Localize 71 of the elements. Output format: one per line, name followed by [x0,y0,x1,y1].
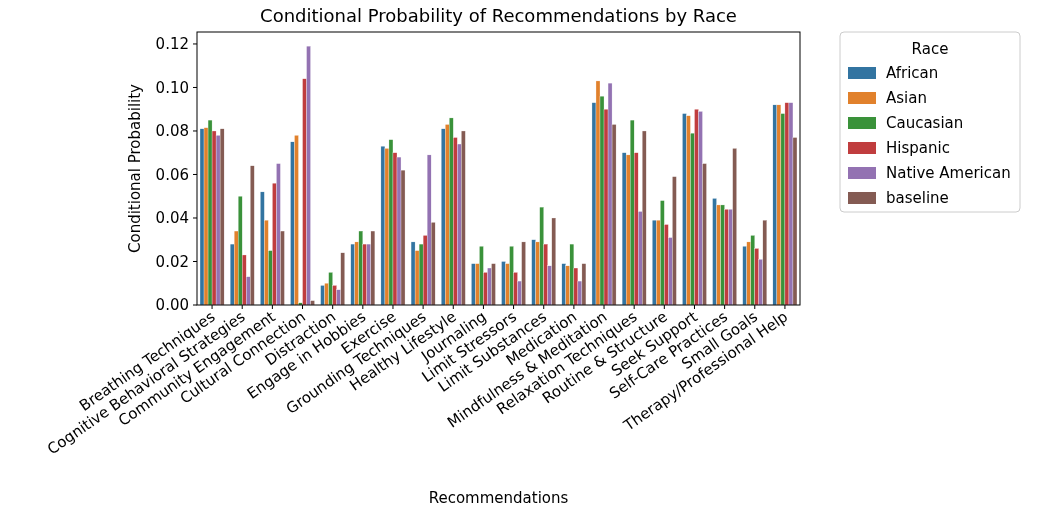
bar [531,239,536,306]
legend-label: African [886,64,939,83]
legend-label: Hispanic [886,139,950,158]
bar [595,80,601,306]
bar [461,130,466,306]
bar [276,163,281,306]
bar [581,263,587,306]
bar [294,135,299,306]
bar [491,263,496,306]
y-tick-label: 0.06 [155,165,189,184]
bar [358,230,363,306]
bar [441,128,446,306]
bar [250,165,255,306]
bar [471,263,476,306]
bar [772,104,778,306]
bar [199,128,205,306]
bar [776,104,782,306]
bar [509,246,514,306]
bar [539,206,544,306]
bar [652,220,657,306]
bar [621,152,627,306]
bar [350,243,355,306]
y-tick-label: 0.00 [155,296,189,315]
bar [607,82,613,306]
bar [720,204,725,306]
legend-label: Native American [886,164,1011,183]
bar [388,139,394,306]
bar [328,272,333,306]
bar [712,198,717,306]
bar [479,246,484,306]
bar [370,230,376,306]
bar [561,263,566,306]
y-tick-label: 0.04 [155,209,189,228]
bar [698,111,703,306]
bar [660,200,665,306]
y-tick-label: 0.12 [155,35,189,54]
y-axis-title: Conditional Probability [126,83,144,253]
bar [762,220,767,306]
x-axis-title: Recommendations [428,489,569,507]
bar [569,243,575,306]
bar [750,235,755,306]
y-tick-label: 0.02 [155,252,189,271]
bar [449,117,454,306]
legend-label: baseline [886,189,949,208]
bar [732,148,737,306]
bar [682,113,687,306]
bar [784,102,790,306]
bar [642,130,647,306]
legend-label: Asian [886,89,927,108]
y-tick-label: 0.08 [155,122,189,141]
bar [501,261,506,306]
bar [410,241,416,306]
bar [788,102,794,306]
legend-label: Caucasian [886,114,964,133]
bar [260,191,265,306]
bar [521,241,526,306]
bar [672,176,677,306]
legend-title: Race [911,40,949,58]
bar [551,217,556,306]
bar [207,119,213,306]
chart-title: Conditional Probability of Recommendations by Race [260,5,737,26]
bar [238,196,243,306]
bar [694,109,699,306]
bar [487,267,492,306]
y-tick-label: 0.10 [155,78,189,97]
bar [306,45,311,306]
bar [686,115,691,306]
bar [396,156,402,306]
bar [380,146,386,306]
bar [340,252,345,306]
bar [219,128,225,306]
